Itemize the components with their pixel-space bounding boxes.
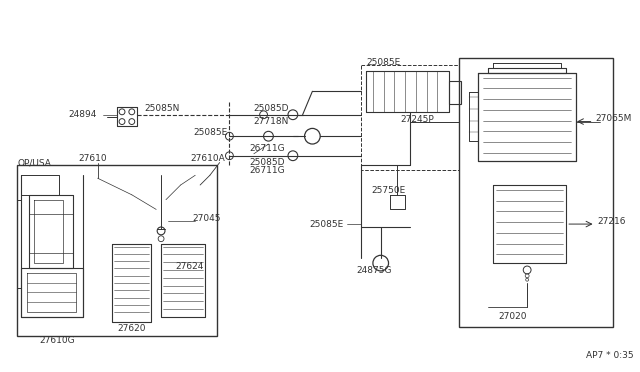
Text: 27718N: 27718N bbox=[254, 117, 289, 126]
Text: 25085E: 25085E bbox=[309, 219, 344, 228]
Text: AP7 * 0:35: AP7 * 0:35 bbox=[586, 352, 634, 360]
Text: 27610: 27610 bbox=[78, 154, 107, 163]
Text: 26711G: 26711G bbox=[249, 166, 285, 175]
Bar bbox=[459, 58, 613, 327]
Text: 27620: 27620 bbox=[117, 324, 146, 333]
Text: 24894: 24894 bbox=[68, 110, 97, 119]
Bar bbox=[449, 81, 461, 104]
Text: 27245P: 27245P bbox=[400, 115, 434, 124]
Text: 27020: 27020 bbox=[498, 312, 526, 321]
Bar bbox=[361, 65, 459, 170]
Text: 27610G: 27610G bbox=[39, 336, 75, 345]
Text: 25085D: 25085D bbox=[254, 105, 289, 113]
Text: 25085E: 25085E bbox=[193, 128, 228, 137]
Text: 24875G: 24875G bbox=[356, 266, 392, 275]
Text: 26711G: 26711G bbox=[249, 144, 285, 153]
Text: 25085N: 25085N bbox=[145, 105, 180, 113]
Bar bbox=[17, 166, 217, 336]
Text: OP/USA: OP/USA bbox=[17, 158, 51, 167]
Text: 27624: 27624 bbox=[176, 262, 204, 270]
Text: 27065M: 27065M bbox=[595, 114, 632, 123]
Text: 25085E: 25085E bbox=[366, 58, 401, 67]
Text: 25085D: 25085D bbox=[249, 158, 284, 167]
Text: 27610A: 27610A bbox=[190, 154, 225, 163]
Text: 25750E: 25750E bbox=[371, 186, 405, 195]
Text: 27216: 27216 bbox=[598, 217, 626, 226]
Text: 27045: 27045 bbox=[192, 214, 221, 223]
